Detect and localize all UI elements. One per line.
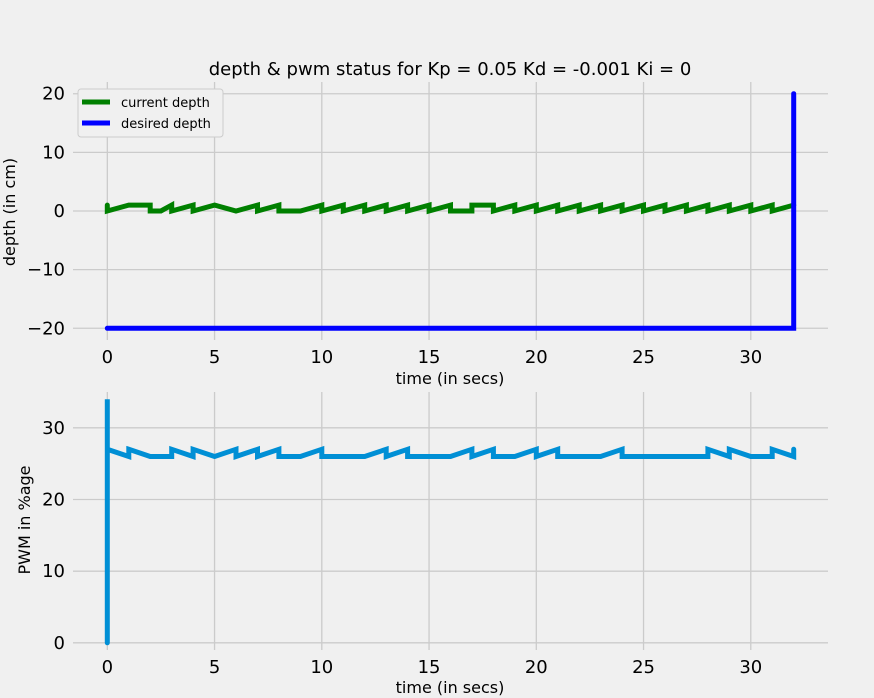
pwm-x-tick-labels: 0 5 10 15 20 25 30 (102, 657, 763, 678)
series-line-current-depth (104, 200, 797, 215)
depth-x-tick-label: 30 (739, 347, 762, 368)
depth-y-axis-label: depth (in cm) (0, 158, 19, 266)
chart-title: depth & pwm status for Kp = 0.05 Kd = -0… (209, 59, 692, 80)
pwm-y-axis-label: PWM in %age (15, 465, 34, 574)
depth-x-tick-labels: 0 5 10 15 20 25 30 (102, 347, 763, 368)
depth-x-tick-label: 20 (525, 347, 548, 368)
depth-series (104, 91, 797, 331)
pwm-y-tick-label: 30 (42, 418, 65, 439)
pwm-y-tick-label: 20 (42, 490, 65, 511)
pwm-x-tick-label: 15 (418, 657, 441, 678)
depth-y-tick-label: 0 (54, 201, 65, 222)
pwm-x-tick-label: 0 (102, 657, 113, 678)
pwm-grid (73, 392, 828, 650)
depth-x-axis-label: time (in secs) (396, 369, 505, 388)
pwm-x-axis-label: time (in secs) (396, 678, 505, 697)
pwm-x-tick-label: 10 (310, 657, 333, 678)
pwm-x-tick-label: 30 (739, 657, 762, 678)
pwm-y-tick-label: 10 (42, 561, 65, 582)
depth-y-tick-label: 10 (42, 142, 65, 163)
depth-y-tick-label: 20 (42, 84, 65, 105)
pwm-series (104, 399, 797, 646)
pwm-subplot: 0 5 10 15 20 25 30 0 10 20 30 time (in secs) PWM … (15, 392, 828, 697)
pwm-x-tick-label: 5 (209, 657, 220, 678)
legend-box (77, 88, 224, 138)
depth-x-tick-label: 10 (310, 347, 333, 368)
depth-y-tick-label: −20 (27, 318, 65, 339)
legend-label-desired-depth: desired depth (121, 117, 211, 132)
pwm-x-tick-label: 25 (632, 657, 655, 678)
depth-x-tick-label: 25 (632, 347, 655, 368)
pwm-y-tick-labels: 0 10 20 30 (42, 418, 65, 654)
series-line-pwm (104, 399, 797, 646)
series-line-desired-depth (104, 91, 797, 331)
legend: current depth desired depth (77, 88, 224, 138)
depth-y-tick-labels: −20 −10 0 10 20 (27, 84, 65, 340)
pwm-x-tick-label: 20 (525, 657, 548, 678)
depth-x-tick-label: 15 (418, 347, 441, 368)
depth-x-tick-label: 0 (102, 347, 113, 368)
pwm-y-tick-label: 0 (54, 633, 65, 654)
legend-label-current-depth: current depth (121, 96, 210, 111)
depth-y-tick-label: −10 (27, 260, 65, 281)
depth-x-tick-label: 5 (209, 347, 220, 368)
